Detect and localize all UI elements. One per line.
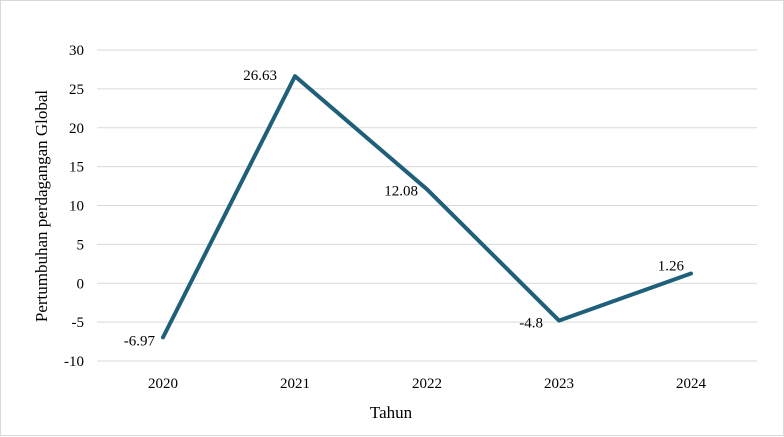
- data-label: 12.08: [384, 183, 418, 199]
- x-axis-ticks: 2020 2021 2022 2023 2024: [148, 376, 707, 392]
- y-tick-label: 20: [69, 121, 84, 137]
- y-tick-label: 25: [69, 82, 84, 98]
- y-tick-label: -5: [72, 315, 85, 331]
- y-axis-ticks: -10 -5 0 5 10 15 20 25 30: [64, 43, 84, 370]
- y-tick-label: -10: [64, 354, 84, 370]
- data-label: 26.63: [243, 68, 277, 84]
- y-tick-label: 15: [69, 160, 84, 176]
- x-tick-label: 2024: [676, 376, 707, 392]
- x-tick-label: 2022: [412, 376, 442, 392]
- data-point: [161, 335, 165, 339]
- data-label: -4.8: [519, 316, 543, 332]
- data-label: 1.26: [658, 258, 685, 274]
- gridlines: [97, 49, 757, 362]
- data-label: -6.97: [124, 333, 156, 349]
- x-tick-label: 2021: [280, 376, 310, 392]
- y-axis-title: Pertumbuhan perdagangan Global: [32, 90, 51, 323]
- y-tick-label: 5: [77, 237, 85, 253]
- data-point: [293, 74, 297, 78]
- y-tick-label: 0: [77, 276, 85, 292]
- data-labels: -6.97 26.63 12.08 -4.8 1.26: [124, 68, 685, 349]
- series-line: [161, 74, 693, 340]
- y-tick-label: 30: [69, 43, 84, 59]
- series-layer: [161, 74, 693, 340]
- data-point: [425, 187, 429, 191]
- y-tick-label: 10: [69, 199, 84, 215]
- x-tick-label: 2020: [148, 376, 178, 392]
- data-point: [689, 271, 693, 275]
- x-tick-label: 2023: [544, 376, 574, 392]
- x-axis-title: Tahun: [370, 403, 413, 422]
- data-point: [557, 319, 561, 323]
